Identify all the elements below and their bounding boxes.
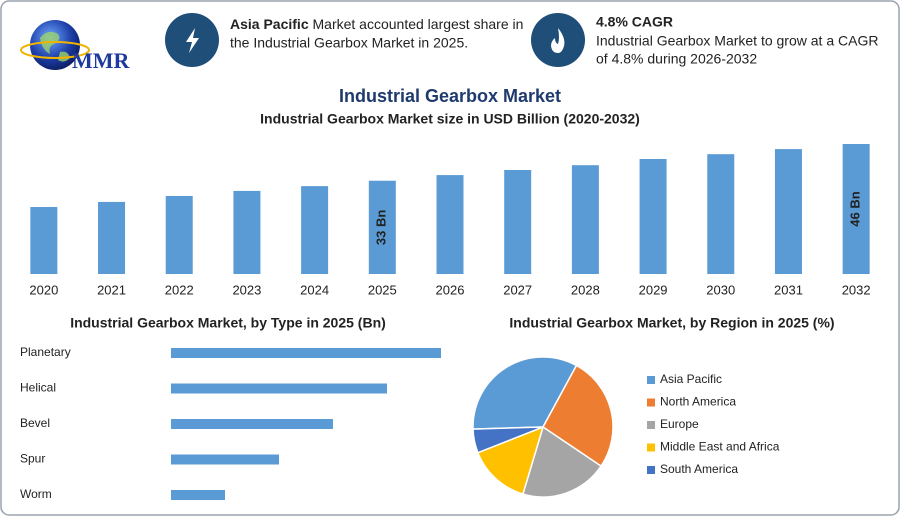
- highlight-line: the Industrial Gearbox Market in 2025.: [230, 35, 468, 51]
- x-tick-label: 2028: [571, 282, 600, 297]
- bar: [30, 207, 58, 274]
- pie-slice: [542, 364, 614, 468]
- legend-label: South America: [660, 462, 738, 476]
- legend-swatch: [647, 466, 655, 474]
- value-label: 33 Bn: [374, 210, 389, 245]
- bar: [171, 419, 333, 429]
- legend-label: Europe: [660, 417, 699, 431]
- bolt-icon: [186, 28, 199, 53]
- category-label: Helical: [20, 381, 56, 395]
- bar: [171, 454, 279, 465]
- x-tick-label: 2025: [368, 282, 397, 297]
- category-label: Spur: [20, 452, 45, 466]
- bar: [171, 490, 225, 500]
- bar: [504, 170, 532, 274]
- legend-label: North America: [660, 395, 736, 409]
- chart-title: Industrial Gearbox Market size in USD Bi…: [260, 111, 640, 127]
- bar: [171, 383, 387, 394]
- x-tick-label: 2024: [300, 282, 329, 297]
- x-tick-label: 2021: [97, 282, 126, 297]
- x-tick-label: 2029: [639, 282, 668, 297]
- x-tick-label: 2032: [842, 282, 871, 297]
- flame-icon: [551, 28, 565, 53]
- bar: [368, 180, 396, 274]
- bar: [842, 144, 870, 274]
- highlight-icon: [531, 13, 585, 67]
- pie-slice: [472, 426, 544, 454]
- highlight-bold: Asia Pacific: [230, 16, 309, 32]
- logo-orbit: [20, 41, 90, 59]
- bar: [639, 158, 667, 274]
- bar: [707, 154, 735, 274]
- chart-title: Industrial Gearbox Market, by Type in 20…: [70, 315, 386, 331]
- main-title: Industrial Gearbox Market: [339, 86, 561, 106]
- legend-swatch: [647, 421, 655, 429]
- x-tick-label: 2031: [774, 282, 803, 297]
- bar: [98, 201, 126, 274]
- category-label: Bevel: [20, 416, 50, 430]
- legend-label: Asia Pacific: [660, 372, 722, 386]
- legend-swatch: [647, 376, 655, 384]
- highlight-bold: 4.8% CAGR: [596, 14, 673, 30]
- logo-text: MMR: [72, 48, 131, 73]
- x-tick-label: 2020: [29, 282, 58, 297]
- x-tick-label: 2022: [165, 282, 194, 297]
- pie-slice: [472, 356, 578, 430]
- pie-slice: [521, 425, 603, 498]
- bar: [233, 190, 261, 274]
- x-tick-label: 2026: [436, 282, 465, 297]
- x-tick-label: 2030: [706, 282, 735, 297]
- legend-swatch: [647, 398, 655, 407]
- value-label: 46 Bn: [848, 191, 863, 226]
- bar: [165, 196, 193, 274]
- highlight-text: Asia Pacific Market accounted largest sh…: [230, 16, 523, 32]
- highlight-line: of 4.8% during 2026-2032: [596, 51, 757, 67]
- category-label: Planetary: [20, 345, 71, 359]
- bar: [301, 186, 329, 274]
- bar: [571, 165, 599, 274]
- category-label: Worm: [20, 487, 52, 501]
- highlight-line: Market accounted largest share in: [313, 16, 524, 32]
- legend-label: Middle East and Africa: [660, 440, 780, 454]
- bar: [171, 348, 441, 358]
- x-tick-label: 2023: [232, 282, 261, 297]
- bar: [774, 149, 802, 274]
- chart-title: Industrial Gearbox Market, by Region in …: [509, 315, 834, 331]
- logo-land: [40, 31, 70, 62]
- pie-slice: [476, 425, 545, 495]
- highlight-line: Industrial Gearbox Market to grow at a C…: [596, 33, 878, 49]
- legend-swatch: [647, 443, 655, 452]
- x-tick-label: 2027: [503, 282, 532, 297]
- bar: [436, 175, 464, 274]
